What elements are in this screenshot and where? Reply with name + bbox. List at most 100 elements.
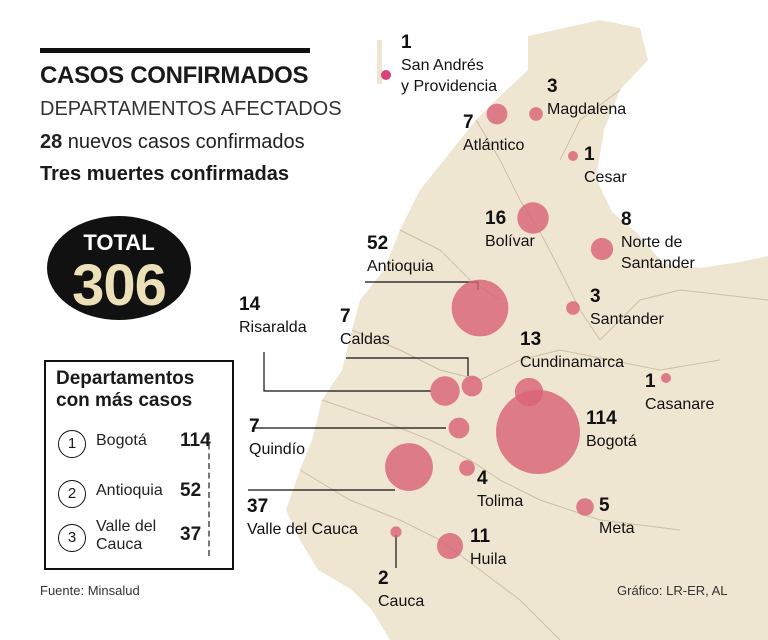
rank-number-badge: 2 — [58, 480, 86, 508]
label-count: 4 — [477, 468, 488, 489]
rank-name: Valle del Cauca — [96, 518, 157, 553]
bubble-casanare — [661, 373, 671, 383]
label-count: 7 — [249, 416, 260, 437]
label-cundinamarca: 13 Cundinamarca — [520, 329, 624, 371]
label-cesar: 1 Cesar — [584, 144, 627, 186]
label-tolima: 4 Tolima — [477, 468, 523, 510]
label-count: 3 — [547, 76, 558, 97]
label-count: 114 — [586, 408, 617, 429]
label-name: Cauca — [378, 593, 424, 610]
rank-value: 114 — [180, 430, 211, 451]
label-count: 1 — [401, 32, 412, 53]
label-name: Huila — [470, 551, 507, 568]
bubble-risaralda — [430, 376, 460, 406]
bubble-atlantico — [486, 103, 508, 125]
page-subtitle: DEPARTAMENTOS AFECTADOS — [40, 98, 342, 120]
label-name: Magdalena — [547, 101, 626, 118]
label-count: 7 — [340, 306, 351, 327]
department-borders — [299, 89, 768, 640]
label-count: 16 — [485, 208, 506, 229]
label-count: 13 — [520, 329, 541, 350]
page-title: CASOS CONFIRMADOS — [40, 62, 309, 89]
label-count: 2 — [378, 568, 389, 589]
bubble-cauca — [390, 526, 402, 538]
bubble-meta — [576, 498, 594, 516]
label-count: 11 — [470, 526, 491, 547]
rank-name: Bogotá — [96, 432, 147, 449]
label-huila: 11 Huila — [470, 526, 507, 568]
label-name: Cundinamarca — [520, 354, 624, 371]
label-name: Norte de — [621, 234, 682, 251]
bubble-norte-de-santander — [590, 237, 614, 261]
ranking-title-line2: con más casos — [56, 390, 193, 411]
label-count: 14 — [239, 294, 261, 315]
total-label: TOTAL — [83, 230, 155, 255]
label-count: 3 — [590, 286, 601, 307]
bubble-cundinamarca — [514, 377, 544, 407]
label-count: 8 — [621, 209, 632, 230]
graphic-credit: Gráfico: LR-ER, AL — [617, 583, 728, 598]
label-meta: 5 Meta — [599, 495, 635, 537]
label-name: Atlántico — [463, 137, 524, 154]
bubble-cesar — [568, 151, 578, 161]
bubble-huila — [436, 532, 464, 560]
case-bubbles — [381, 70, 671, 560]
bubble-magdalena — [529, 107, 543, 121]
new-cases-count: 28 — [40, 131, 63, 153]
ranking-separator — [208, 434, 210, 556]
rank-value: 52 — [180, 480, 202, 501]
label-bolivar: 16 Bolívar — [485, 208, 535, 250]
label-magdalena: 3 Magdalena — [547, 76, 626, 118]
bubble-caldas — [461, 375, 483, 397]
rank-number-badge: 1 — [58, 430, 86, 458]
ranking-box: Departamentos con más casos 1 Bogotá 114… — [44, 360, 234, 570]
label-san-andres-y-providencia: 1 San Andrés y Providencia — [401, 32, 497, 95]
deaths-line: Tres muertes confirmadas — [40, 163, 289, 185]
label-count: 37 — [247, 496, 268, 517]
label-quindio: 7 Quindío — [249, 416, 305, 458]
label-caldas: 7 Caldas — [340, 306, 390, 348]
label-name: Caldas — [340, 331, 390, 348]
bubble-tolima — [459, 460, 475, 476]
label-count: 52 — [367, 233, 388, 254]
label-casanare: 1 Casanare — [645, 371, 714, 413]
label-name: Cesar — [584, 169, 627, 186]
bubble-bolivar — [517, 202, 549, 234]
ranking-title-line1: Departamentos — [56, 368, 195, 389]
bubble-santander — [566, 301, 580, 315]
bubble-bogota — [496, 390, 580, 474]
ranking-title: Departamentos con más casos — [56, 368, 194, 412]
label-name: Antioquia — [367, 258, 434, 275]
ranking-row: 1 Bogotá 114 — [56, 424, 226, 464]
ranking-row: 2 Antioquia 52 — [56, 474, 226, 514]
label-bogota: 114 Bogotá — [586, 408, 637, 450]
label-count: 7 — [463, 112, 474, 133]
bubble-valle-del-cauca — [385, 443, 433, 491]
department-labels: 1 San Andrés y Providencia 3 Magdalena 7 Atlán… — [239, 32, 714, 610]
label-name: Casanare — [645, 396, 714, 413]
label-name: Bolívar — [485, 233, 535, 250]
bubble-quindio — [448, 417, 470, 439]
ranking-row: 3 Valle del Cauca 37 — [56, 518, 226, 558]
header-rule — [40, 48, 310, 53]
label-santander: 3 Santander — [590, 286, 665, 328]
rank-name: Antioquia — [96, 482, 163, 499]
label-name: y Providencia — [401, 78, 497, 95]
label-name: Santander — [590, 311, 665, 328]
label-cauca: 2 Cauca — [378, 568, 424, 610]
source-credit: Fuente: Minsalud — [40, 583, 140, 598]
bubble-san-andres-y-providencia — [381, 70, 391, 80]
san-andres-island — [377, 40, 382, 84]
label-name: Tolima — [477, 493, 523, 510]
label-atlantico: 7 Atlántico — [463, 112, 524, 154]
label-name: Valle del Cauca — [247, 521, 358, 538]
rank-value: 37 — [180, 524, 202, 545]
bubble-antioquia — [451, 279, 509, 337]
label-name: San Andrés — [401, 57, 484, 74]
label-name: Bogotá — [586, 433, 637, 450]
rank-number-badge: 3 — [58, 524, 86, 552]
label-count: 1 — [645, 371, 656, 392]
label-norte-de-santander: 8 Norte de Santander — [621, 209, 696, 272]
label-name: Risaralda — [239, 319, 307, 336]
